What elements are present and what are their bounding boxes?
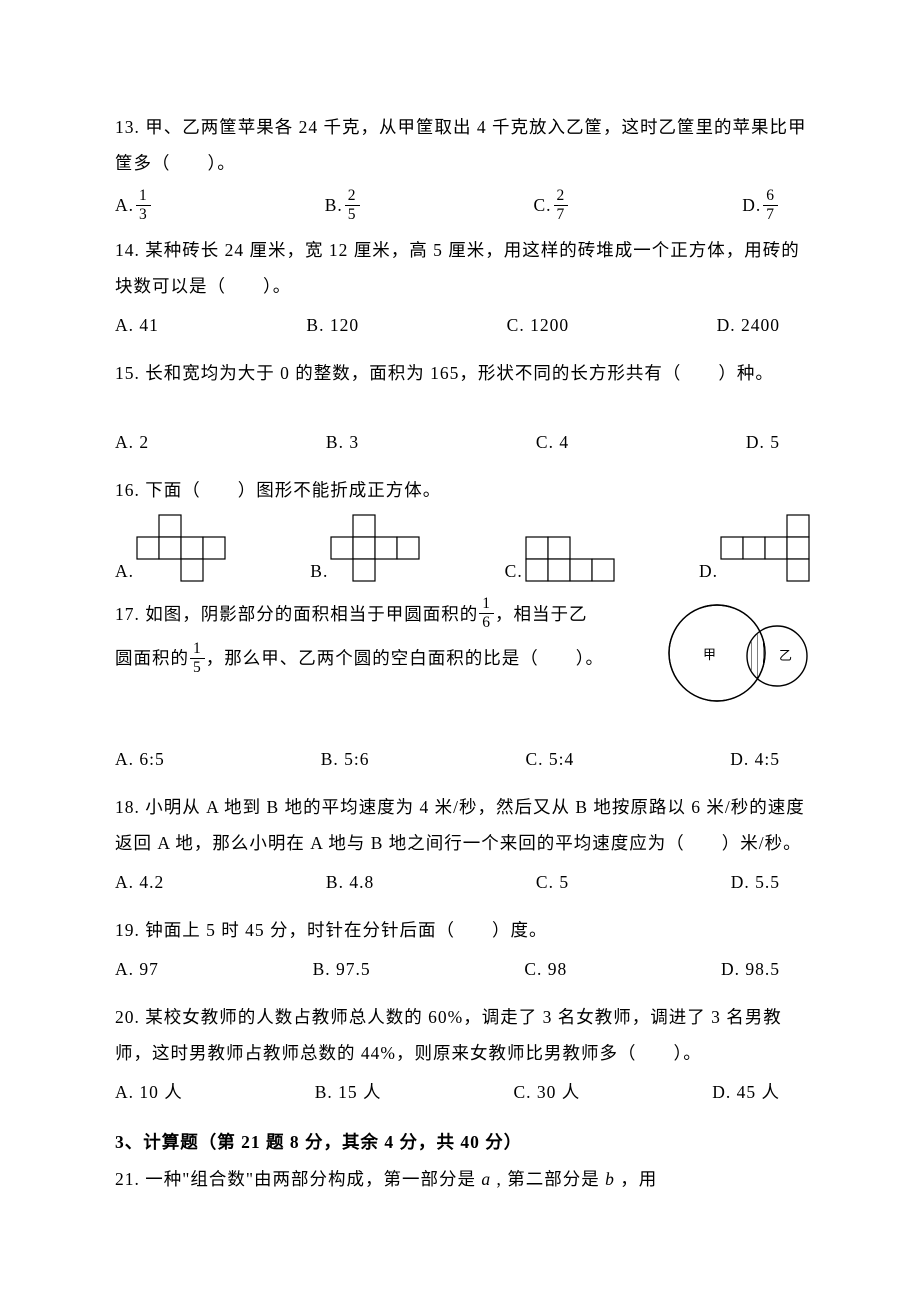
- option-b: B. 5:6: [321, 739, 370, 780]
- question-21-text: 21. 一种"组合数"由两部分构成，第一部分是 a , 第二部分是 b ，用: [115, 1162, 810, 1198]
- option-b: B. 3: [326, 422, 359, 463]
- option-a: A. 6:5: [115, 739, 165, 780]
- question-17-line1: 17. 如图，阴影部分的面积相当于甲圆面积的 16 ，相当于乙: [115, 596, 650, 633]
- option-d: D. 4:5: [730, 739, 780, 780]
- option-d: D. 5: [746, 422, 780, 463]
- question-13-options: A. 13 B. 25 C. 27 D. 67: [115, 187, 810, 224]
- cube-net-c: [525, 536, 615, 582]
- option-d: D.: [699, 514, 810, 582]
- question-15: 15. 长和宽均为大于 0 的整数，面积为 165，形状不同的长方形共有（ ）种…: [115, 356, 810, 463]
- option-d: D. 2400: [717, 305, 780, 346]
- question-19: 19. 钟面上 5 时 45 分，时针在分针后面（ ）度。 A. 97 B. 9…: [115, 913, 810, 990]
- question-16-text: 16. 下面（ ）图形不能折成正方体。: [115, 473, 810, 509]
- option-b: B. 25: [325, 187, 362, 224]
- option-c: C. 1200: [507, 305, 569, 346]
- option-b: B. 4.8: [326, 862, 374, 903]
- option-a: A. 41: [115, 305, 159, 346]
- cube-net-b: [330, 514, 420, 582]
- question-21: 21. 一种"组合数"由两部分构成，第一部分是 a , 第二部分是 b ，用: [115, 1162, 810, 1198]
- option-c: C. 27: [533, 187, 570, 224]
- question-20-text: 20. 某校女教师的人数占教师总人数的 60%，调走了 3 名女教师，调进了 3…: [115, 1000, 810, 1072]
- circles-diagram: 甲乙: [655, 601, 810, 706]
- option-c: C. 98: [524, 949, 567, 990]
- question-14-text: 14. 某种砖长 24 厘米，宽 12 厘米，高 5 厘米，用这样的砖堆成一个正…: [115, 233, 810, 305]
- option-d: D. 5.5: [731, 862, 780, 903]
- option-a: A. 4.2: [115, 862, 164, 903]
- question-18: 18. 小明从 A 地到 B 地的平均速度为 4 米/秒，然后又从 B 地按原路…: [115, 790, 810, 903]
- question-17-options: A. 6:5 B. 5:6 C. 5:4 D. 4:5: [115, 739, 810, 780]
- fraction: 27: [554, 187, 569, 224]
- question-13: 13. 甲、乙两筐苹果各 24 千克，从甲筐取出 4 千克放入乙筐，这时乙筐里的…: [115, 110, 810, 223]
- svg-text:甲: 甲: [703, 647, 716, 662]
- fraction: 25: [345, 187, 360, 224]
- option-c: C. 5:4: [525, 739, 574, 780]
- svg-text:乙: 乙: [779, 648, 792, 663]
- option-a: A. 2: [115, 422, 149, 463]
- question-16: 16. 下面（ ）图形不能折成正方体。 A. B. C. D.: [115, 473, 810, 582]
- option-c: C. 30 人: [513, 1072, 580, 1113]
- question-15-options: A. 2 B. 3 C. 4 D. 5: [115, 422, 810, 463]
- option-d: D. 98.5: [721, 949, 780, 990]
- question-13-text: 13. 甲、乙两筐苹果各 24 千克，从甲筐取出 4 千克放入乙筐，这时乙筐里的…: [115, 110, 810, 182]
- fraction: 67: [763, 187, 778, 224]
- question-15-text: 15. 长和宽均为大于 0 的整数，面积为 165，形状不同的长方形共有（ ）种…: [115, 356, 810, 392]
- question-16-options: A. B. C. D.: [115, 514, 810, 582]
- cube-net-a: [136, 514, 226, 582]
- question-18-text: 18. 小明从 A 地到 B 地的平均速度为 4 米/秒，然后又从 B 地按原路…: [115, 790, 810, 862]
- question-18-options: A. 4.2 B. 4.8 C. 5 D. 5.5: [115, 862, 810, 903]
- fraction: 13: [136, 187, 151, 224]
- option-b: B. 15 人: [315, 1072, 382, 1113]
- option-b: B.: [310, 514, 420, 582]
- option-a: A. 13: [115, 187, 153, 224]
- question-19-options: A. 97 B. 97.5 C. 98 D. 98.5: [115, 949, 810, 990]
- option-b: B. 97.5: [313, 949, 371, 990]
- option-c: C.: [505, 536, 615, 582]
- option-a: A. 10 人: [115, 1072, 183, 1113]
- question-17: 17. 如图，阴影部分的面积相当于甲圆面积的 16 ，相当于乙 圆面积的 15 …: [115, 596, 810, 780]
- option-a: A.: [115, 514, 226, 582]
- question-17-figure: 甲乙: [655, 601, 810, 711]
- question-14-options: A. 41 B. 120 C. 1200 D. 2400: [115, 305, 810, 346]
- question-17-line2: 圆面积的 15 ，那么甲、乙两个圆的空白面积的比是（ ）。: [115, 641, 650, 678]
- option-a: A. 97: [115, 949, 159, 990]
- question-14: 14. 某种砖长 24 厘米，宽 12 厘米，高 5 厘米，用这样的砖堆成一个正…: [115, 233, 810, 346]
- option-b: B. 120: [306, 305, 359, 346]
- question-20-options: A. 10 人 B. 15 人 C. 30 人 D. 45 人: [115, 1072, 810, 1113]
- question-19-text: 19. 钟面上 5 时 45 分，时针在分针后面（ ）度。: [115, 913, 810, 949]
- option-d: D. 45 人: [712, 1072, 780, 1113]
- cube-net-d: [720, 514, 810, 582]
- option-c: C. 4: [536, 422, 569, 463]
- option-c: C. 5: [536, 862, 569, 903]
- fraction: 16: [479, 595, 494, 632]
- section-3-header: 3、计算题（第 21 题 8 分，其余 4 分，共 40 分）: [115, 1123, 810, 1162]
- question-20: 20. 某校女教师的人数占教师总人数的 60%，调走了 3 名女教师，调进了 3…: [115, 1000, 810, 1113]
- option-d: D. 67: [742, 187, 780, 224]
- fraction: 15: [190, 640, 205, 677]
